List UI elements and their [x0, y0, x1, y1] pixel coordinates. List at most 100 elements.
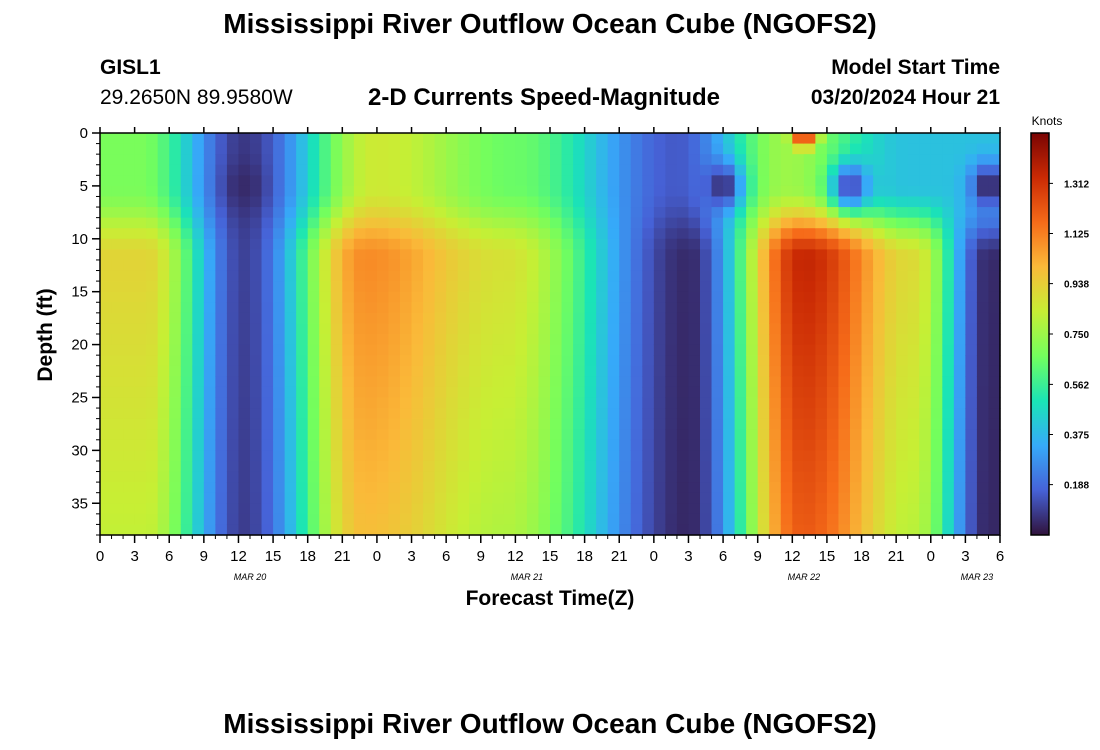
heatmap-cell — [192, 482, 205, 494]
heatmap-cell — [976, 323, 990, 335]
heatmap-cell — [284, 185, 297, 198]
heatmap-cell — [965, 355, 978, 367]
heatmap-cell — [307, 312, 320, 325]
heatmap-cell — [676, 376, 690, 388]
heatmap-cell — [642, 408, 655, 420]
heatmap-cell — [873, 143, 886, 155]
heatmap-cell — [365, 281, 378, 293]
heatmap-cell — [700, 259, 713, 272]
heatmap-cell — [134, 291, 147, 303]
heatmap-cell — [838, 143, 851, 155]
heatmap-cell — [146, 133, 159, 145]
x-tick-label: 3 — [961, 548, 969, 565]
heatmap-cell — [746, 439, 759, 451]
heatmap-cell — [665, 418, 678, 430]
heatmap-cell — [250, 450, 263, 462]
heatmap-cell — [700, 270, 713, 282]
heatmap-cell — [607, 344, 620, 356]
heatmap-cell — [757, 154, 770, 166]
heatmap-cell — [480, 175, 493, 187]
heatmap-cell — [619, 185, 632, 198]
heatmap-cell — [203, 386, 216, 399]
heatmap-cell — [457, 386, 470, 399]
heatmap-cell — [238, 482, 251, 494]
heatmap-cell — [838, 492, 851, 504]
heatmap-cell — [919, 492, 932, 504]
heatmap-cell — [873, 196, 886, 208]
heatmap-cell — [169, 429, 182, 441]
heatmap-cell — [261, 503, 274, 515]
heatmap-cell — [365, 408, 378, 420]
heatmap-cell — [400, 207, 413, 219]
heatmap-cell — [930, 397, 943, 409]
heatmap-cell — [988, 344, 1001, 356]
heatmap-cell — [769, 302, 782, 314]
heatmap-cell — [676, 164, 690, 176]
heatmap-cell — [919, 460, 932, 473]
heatmap-cell — [411, 408, 424, 420]
heatmap-cell — [411, 460, 424, 473]
heatmap-cell — [780, 133, 793, 145]
heatmap-cell — [480, 133, 493, 145]
heatmap-cell — [930, 460, 943, 473]
heatmap-cell — [423, 270, 436, 282]
heatmap-cell — [976, 397, 990, 409]
heatmap-cell — [953, 323, 966, 335]
heatmap-cell — [192, 238, 205, 250]
heatmap-cell — [469, 185, 482, 198]
heatmap-cell — [573, 323, 586, 335]
heatmap-cell — [469, 397, 482, 409]
heatmap-cell — [480, 259, 493, 272]
heatmap-cell — [123, 460, 136, 473]
heatmap-cell — [134, 408, 147, 420]
heatmap-cell — [919, 154, 932, 166]
heatmap-cell — [180, 460, 193, 473]
heatmap-cell — [942, 513, 955, 526]
heatmap-cell — [884, 524, 897, 536]
heatmap-cell — [180, 513, 193, 526]
heatmap-cell — [215, 334, 228, 346]
heatmap-cell — [676, 143, 690, 155]
heatmap-cell — [653, 249, 666, 261]
heatmap-cell — [123, 418, 136, 430]
heatmap-cell — [665, 439, 678, 451]
heatmap-cell — [203, 408, 216, 420]
heatmap-cell — [457, 365, 470, 377]
heatmap-cell — [457, 185, 470, 198]
heatmap-cell — [550, 482, 563, 494]
heatmap-cell — [515, 143, 528, 155]
heatmap-cell — [815, 397, 828, 409]
heatmap-cell — [896, 524, 909, 536]
heatmap-cell — [907, 376, 920, 388]
heatmap-cell — [596, 397, 609, 409]
heatmap-cell — [907, 355, 920, 367]
heatmap-cell — [561, 429, 574, 441]
heatmap-cell — [492, 355, 505, 367]
heatmap-cell — [746, 524, 759, 536]
heatmap-cell — [100, 524, 113, 536]
heatmap-cell — [238, 439, 251, 451]
heatmap-cell — [469, 196, 482, 208]
heatmap-cell — [792, 408, 805, 420]
heatmap-cell — [238, 228, 251, 240]
heatmap-cell — [780, 513, 793, 526]
heatmap-cell — [688, 397, 701, 409]
heatmap-cell — [665, 429, 678, 441]
heatmap-cell — [215, 249, 228, 261]
heatmap-cell — [169, 196, 182, 208]
heatmap-cell — [826, 503, 840, 515]
x-tick-label: 3 — [684, 548, 692, 565]
heatmap-cell — [365, 133, 378, 145]
heatmap-cell — [965, 492, 978, 504]
y-tick-label: 0 — [80, 125, 88, 142]
heatmap-cell — [146, 175, 159, 187]
heatmap-cell — [215, 185, 228, 198]
heatmap-cell — [492, 249, 505, 261]
heatmap-cell — [953, 397, 966, 409]
heatmap-cell — [342, 291, 355, 303]
heatmap-cell — [942, 386, 955, 399]
heatmap-cell — [503, 334, 516, 346]
heatmap-cell — [653, 344, 666, 356]
heatmap-cell — [965, 291, 978, 303]
